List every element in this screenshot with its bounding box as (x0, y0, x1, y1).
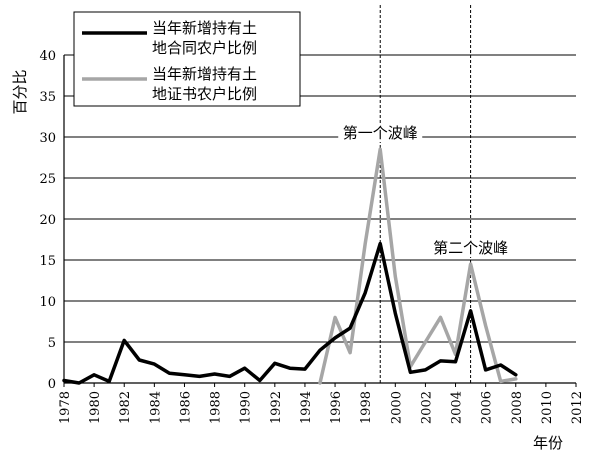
series-line (62, 241, 518, 385)
y-tick-label: 20 (39, 213, 56, 228)
peak-markers (379, 5, 472, 383)
y-tick-label: 40 (39, 49, 56, 64)
x-tick-label: 1990 (239, 391, 254, 424)
x-tick-labels: 1978 1980 1982 1984 1986 1988 1990 1992 1994 1996… (58, 383, 585, 424)
y-tick-label: 25 (39, 172, 56, 187)
legend-box (73, 11, 301, 107)
x-tick-label: 1978 (58, 391, 73, 424)
annotation-background (338, 124, 423, 142)
legend-label-contract-line2: 地合同农户比例 (152, 39, 257, 57)
y-tick-label: 10 (39, 295, 56, 310)
peak-annotation: 第一个波峰 (343, 124, 418, 142)
legend-label-certificate-line1: 当年新增持有土 (152, 65, 257, 83)
x-tick-label: 2002 (419, 391, 434, 424)
x-tick-label: 1986 (178, 391, 193, 424)
x-axis-label: 年份 (533, 434, 563, 452)
x-tick-label: 1988 (209, 391, 224, 424)
y-axis-label: 百分比 (11, 69, 29, 114)
x-tick-label: 1992 (269, 391, 284, 424)
x-tick-label: 1984 (148, 391, 163, 424)
x-tick-label: 2006 (480, 391, 495, 424)
legend: 当年新增持有土 地合同农户比例 当年新增持有土 地证书农户比例 (73, 11, 301, 107)
x-tick-label: 2012 (570, 391, 585, 424)
y-tick-label: 15 (39, 254, 56, 269)
peak-annotation: 第二个波峰 (433, 239, 508, 257)
y-tick-label: 0 (48, 377, 56, 392)
annotation-background (428, 239, 513, 257)
x-tick-label: 2004 (450, 391, 465, 424)
x-tick-label: 2008 (510, 391, 525, 424)
legend-label-contract-line1: 当年新增持有土 (152, 19, 257, 37)
y-tick-label: 35 (39, 90, 56, 105)
legend-label-certificate-line2: 地证书农户比例 (152, 85, 257, 103)
x-tick-label: 1998 (359, 391, 374, 424)
x-tick-label: 1994 (299, 391, 314, 424)
y-tick-label: 5 (48, 336, 56, 351)
x-tick-label: 2010 (540, 391, 555, 424)
y-tick-label: 30 (39, 131, 56, 146)
series-line (318, 147, 518, 385)
x-tick-label: 2000 (389, 391, 404, 424)
y-tick-labels: 0 5 10 15 20 25 30 35 40 (39, 49, 56, 392)
series-lines (62, 147, 518, 385)
x-tick-label: 1982 (118, 391, 133, 424)
x-tick-label: 1980 (88, 391, 103, 424)
x-tick-label: 1996 (329, 391, 344, 424)
